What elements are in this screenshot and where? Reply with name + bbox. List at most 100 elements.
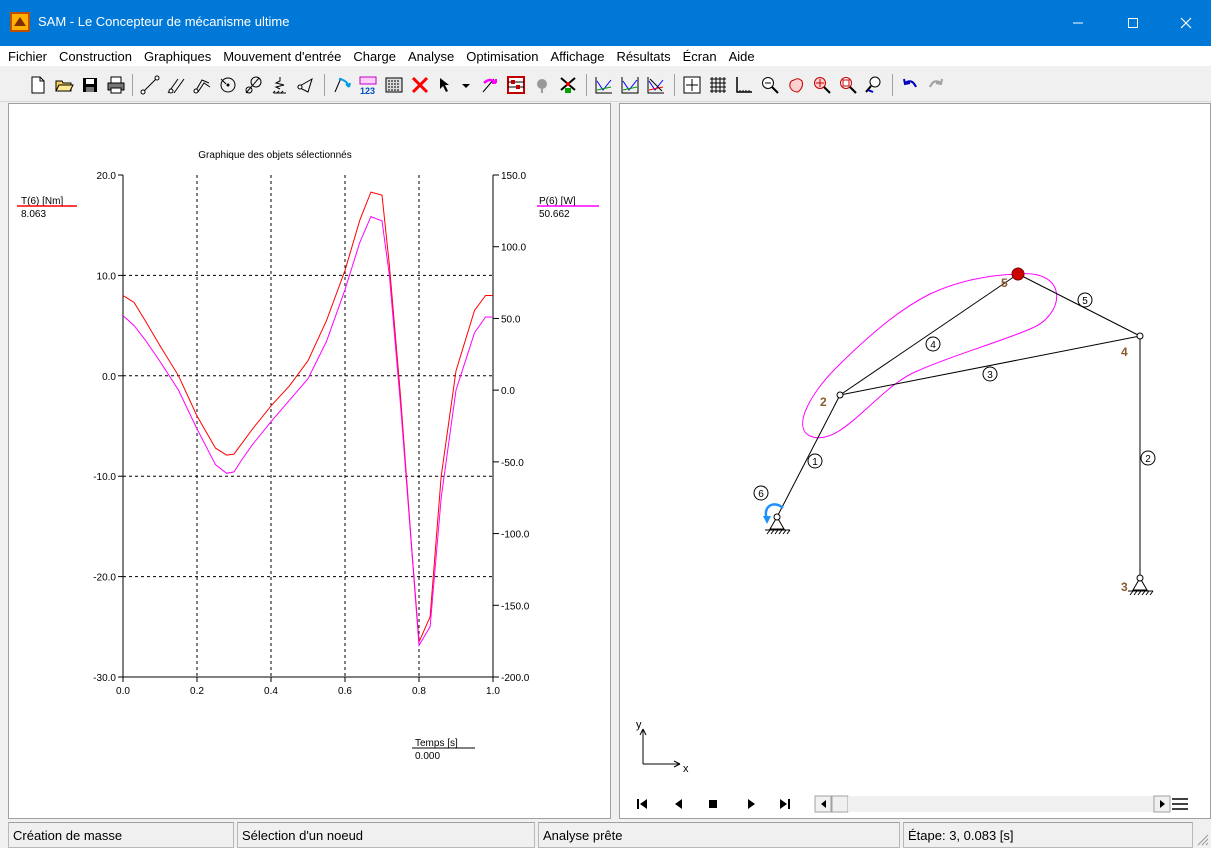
timeline-scrollbar[interactable] <box>814 795 1171 813</box>
status-cell-analysis: Analyse prête <box>538 822 900 848</box>
sam-app-icon <box>10 12 30 32</box>
x-tick-label: 0.4 <box>264 686 278 697</box>
element-label-1[interactable]: 1 <box>807 453 823 469</box>
graph-3-button[interactable] <box>646 75 666 95</box>
rewind-button[interactable] <box>634 796 650 812</box>
menu-analyse[interactable]: Analyse <box>407 48 455 64</box>
x-tick-label: 0.8 <box>412 686 426 697</box>
rope-tool-button[interactable] <box>192 75 212 95</box>
left-axis-value: 8.063 <box>21 209 46 220</box>
menu-affichage[interactable]: Affichage <box>550 48 605 64</box>
graph-pane[interactable]: Graphique des objets sélectionnés T(6) [… <box>8 103 611 819</box>
menu-resultats[interactable]: Résultats <box>616 48 671 64</box>
crosshair-button[interactable] <box>682 75 702 95</box>
select-dropdown-button[interactable] <box>456 75 476 95</box>
mechanism-pane[interactable]: 1 2 3 4 5 6 <box>619 103 1211 819</box>
zoom-dynamic-button[interactable] <box>864 75 884 95</box>
element-label-3[interactable]: 3 <box>982 366 998 382</box>
undo-button[interactable] <box>900 75 920 95</box>
menu-lines-icon[interactable] <box>1172 798 1188 810</box>
grid-button[interactable] <box>708 75 728 95</box>
new-file-icon <box>31 76 45 94</box>
redo-button[interactable] <box>926 75 946 95</box>
numbering-icon: 123 <box>359 76 377 96</box>
menu-charge[interactable]: Charge <box>353 48 396 64</box>
menu-ecran[interactable]: Écran <box>682 48 717 64</box>
slider-tool-button[interactable] <box>166 75 186 95</box>
graph-1-button[interactable] <box>594 75 614 95</box>
element-label-4[interactable]: 4 <box>925 336 941 352</box>
motion-button[interactable] <box>332 75 352 95</box>
axis-button[interactable] <box>734 75 754 95</box>
resize-grip-icon[interactable] <box>1195 832 1209 846</box>
node-2[interactable] <box>836 391 844 399</box>
delete-button[interactable] <box>410 75 430 95</box>
element-label-2[interactable]: 2 <box>1140 450 1156 466</box>
stop-button[interactable] <box>709 800 717 808</box>
save-button[interactable] <box>80 75 100 95</box>
element-label-5[interactable]: 5 <box>1077 292 1093 308</box>
left-tick-label: -30.0 <box>93 673 116 684</box>
select-arrow-icon <box>440 78 449 92</box>
torque-series-line <box>122 191 493 643</box>
torque-button[interactable] <box>480 75 500 95</box>
pan-button[interactable] <box>786 75 806 95</box>
gear-tool-button[interactable] <box>244 75 264 95</box>
fast-forward-button[interactable] <box>780 799 790 809</box>
windmill-button[interactable] <box>558 75 578 95</box>
pane-splitter[interactable] <box>611 103 619 819</box>
close-button[interactable] <box>1163 0 1209 46</box>
x-axis-value: 0.000 <box>415 751 440 762</box>
zoom-window-button[interactable] <box>838 75 858 95</box>
zoom-extent-icon <box>814 77 831 94</box>
line-tool-button[interactable] <box>140 75 160 95</box>
status-cell-step: Étape: 3, 0.083 [s] <box>903 822 1193 848</box>
fixed-support-6[interactable] <box>765 513 791 535</box>
right-tick-label: 150.0 <box>501 171 526 182</box>
print-button[interactable] <box>106 75 126 95</box>
link-5 <box>1017 273 1141 337</box>
status-cell-selection: Sélection d'un noeud <box>237 822 535 848</box>
svg-text:3: 3 <box>987 370 993 381</box>
play-button[interactable] <box>748 799 755 809</box>
node-5-mass[interactable] <box>1011 267 1025 281</box>
fixed-support-3[interactable] <box>1128 574 1154 596</box>
print-icon <box>107 76 125 94</box>
right-tick-label: -100.0 <box>501 530 530 541</box>
spring-icon <box>272 77 286 94</box>
abacus-icon <box>507 76 525 94</box>
zoom-window-icon <box>840 77 857 94</box>
menu-fichier[interactable]: Fichier <box>8 48 48 64</box>
menu-mouvement[interactable]: Mouvement d'entrée <box>223 48 342 64</box>
new-file-button[interactable] <box>28 75 48 95</box>
select-button[interactable] <box>436 75 456 95</box>
slider-icon <box>167 78 185 94</box>
mass-button[interactable] <box>532 75 552 95</box>
step-back-button[interactable] <box>670 796 686 812</box>
graph-2-button[interactable] <box>620 75 640 95</box>
mass-icon <box>537 79 547 93</box>
axis-y-label: y <box>636 719 642 731</box>
x-axis-label: Temps [s] <box>415 738 458 749</box>
element-label-6[interactable]: 6 <box>753 485 769 501</box>
open-button[interactable] <box>54 75 74 95</box>
menu-aide[interactable]: Aide <box>728 48 755 64</box>
menu-graphiques[interactable]: Graphiques <box>144 48 212 64</box>
menu-construction[interactable]: Construction <box>59 48 132 64</box>
menu-optimisation[interactable]: Optimisation <box>466 48 539 64</box>
maximize-button[interactable] <box>1110 0 1156 46</box>
minimize-button[interactable] <box>1055 0 1101 46</box>
toolbar: 123 <box>0 66 1211 102</box>
gear-icon <box>245 76 262 94</box>
toolbar-separator <box>892 74 893 96</box>
numbering-button[interactable]: 123 <box>358 75 378 96</box>
link-tool-button[interactable] <box>296 75 316 95</box>
zoom-out-button[interactable] <box>760 75 780 95</box>
zoom-extent-button[interactable] <box>812 75 832 95</box>
calculator-button[interactable] <box>384 75 404 95</box>
pulley-tool-button[interactable] <box>218 75 238 95</box>
node-4[interactable] <box>1136 332 1144 340</box>
spring-tool-button[interactable] <box>270 75 290 95</box>
window-title: SAM - Le Concepteur de mécanisme ultime <box>38 14 290 29</box>
abacus-button[interactable] <box>506 75 526 95</box>
